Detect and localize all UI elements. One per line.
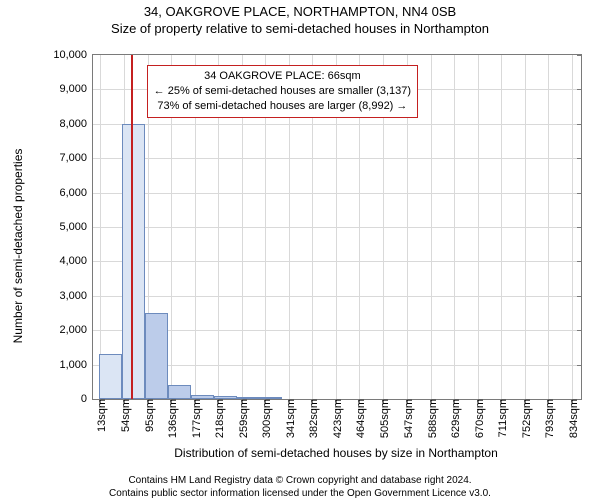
y-tick-label: 3,000 bbox=[59, 290, 93, 302]
chart-title-address: 34, OAKGROVE PLACE, NORTHAMPTON, NN4 0SB bbox=[0, 4, 600, 19]
gridline-vertical bbox=[100, 55, 101, 399]
footer-line-2: Contains public sector information licen… bbox=[0, 487, 600, 500]
gridline-horizontal bbox=[93, 193, 581, 194]
histogram-bar bbox=[237, 397, 260, 399]
y-tick-mark bbox=[577, 330, 582, 331]
annotation-line-3: 73% of semi-detached houses are larger (… bbox=[154, 99, 411, 114]
y-tick-label: 4,000 bbox=[59, 255, 93, 267]
x-tick-label: 670sqm bbox=[470, 399, 486, 438]
x-tick-label: 834sqm bbox=[564, 399, 580, 438]
annotation-line-1: 34 OAKGROVE PLACE: 66sqm bbox=[154, 69, 411, 84]
gridline-vertical bbox=[572, 55, 573, 399]
gridline-horizontal bbox=[93, 296, 581, 297]
gridline-vertical bbox=[431, 55, 432, 399]
gridline-horizontal bbox=[93, 261, 581, 262]
histogram-bar bbox=[214, 396, 237, 399]
gridline-vertical bbox=[525, 55, 526, 399]
chart-title-subtitle: Size of property relative to semi-detach… bbox=[0, 21, 600, 36]
x-tick-label: 629sqm bbox=[446, 399, 462, 438]
x-tick-label: 218sqm bbox=[210, 399, 226, 438]
gridline-horizontal bbox=[93, 124, 581, 125]
x-tick-label: 54sqm bbox=[116, 399, 132, 432]
y-axis-label: Number of semi-detached properties bbox=[11, 149, 25, 344]
property-marker-line bbox=[131, 55, 133, 399]
y-tick-mark bbox=[577, 124, 582, 125]
x-tick-label: 341sqm bbox=[281, 399, 297, 438]
gridline-vertical bbox=[501, 55, 502, 399]
gridline-vertical bbox=[548, 55, 549, 399]
y-tick-label: 7,000 bbox=[59, 152, 93, 164]
histogram-bar bbox=[145, 313, 168, 399]
x-tick-label: 423sqm bbox=[328, 399, 344, 438]
x-tick-label: 136sqm bbox=[163, 399, 179, 438]
y-tick-label: 10,000 bbox=[53, 49, 93, 61]
x-tick-label: 464sqm bbox=[351, 399, 367, 438]
x-tick-label: 300sqm bbox=[257, 399, 273, 438]
histogram-bar bbox=[259, 397, 282, 399]
histogram-bar bbox=[99, 354, 122, 399]
x-tick-label: 382sqm bbox=[304, 399, 320, 438]
y-tick-mark bbox=[577, 261, 582, 262]
histogram-bar bbox=[168, 385, 191, 399]
gridline-vertical bbox=[454, 55, 455, 399]
x-tick-label: 13sqm bbox=[92, 399, 108, 432]
x-tick-label: 752sqm bbox=[517, 399, 533, 438]
gridline-vertical bbox=[478, 55, 479, 399]
annotation-line-2: ← 25% of semi-detached houses are smalle… bbox=[154, 84, 411, 99]
y-tick-label: 2,000 bbox=[59, 324, 93, 336]
y-tick-mark bbox=[577, 158, 582, 159]
footer-line-1: Contains HM Land Registry data © Crown c… bbox=[0, 474, 600, 487]
chart-container: Number of semi-detached properties 01,00… bbox=[34, 48, 586, 444]
histogram-bar bbox=[191, 395, 214, 399]
y-tick-mark bbox=[577, 193, 582, 194]
y-tick-mark bbox=[577, 55, 582, 56]
gridline-horizontal bbox=[93, 227, 581, 228]
y-tick-mark bbox=[577, 296, 582, 297]
y-tick-mark bbox=[577, 227, 582, 228]
x-tick-label: 259sqm bbox=[234, 399, 250, 438]
plot-area: 01,0002,0003,0004,0005,0006,0007,0008,00… bbox=[92, 54, 582, 400]
y-tick-label: 9,000 bbox=[59, 83, 93, 95]
y-tick-label: 6,000 bbox=[59, 187, 93, 199]
x-tick-label: 547sqm bbox=[399, 399, 415, 438]
attribution-footer: Contains HM Land Registry data © Crown c… bbox=[0, 474, 600, 500]
gridline-horizontal bbox=[93, 158, 581, 159]
y-tick-label: 1,000 bbox=[59, 359, 93, 371]
histogram-bar bbox=[122, 124, 145, 399]
x-tick-label: 177sqm bbox=[187, 399, 203, 438]
y-tick-mark bbox=[577, 89, 582, 90]
x-tick-label: 588sqm bbox=[423, 399, 439, 438]
annotation-box: 34 OAKGROVE PLACE: 66sqm← 25% of semi-de… bbox=[147, 65, 418, 118]
x-tick-label: 711sqm bbox=[493, 399, 509, 437]
x-tick-label: 95sqm bbox=[140, 399, 156, 432]
y-tick-label: 8,000 bbox=[59, 118, 93, 130]
y-tick-label: 5,000 bbox=[59, 221, 93, 233]
x-tick-label: 505sqm bbox=[375, 399, 391, 438]
x-tick-label: 793sqm bbox=[540, 399, 556, 438]
y-tick-mark bbox=[577, 365, 582, 366]
